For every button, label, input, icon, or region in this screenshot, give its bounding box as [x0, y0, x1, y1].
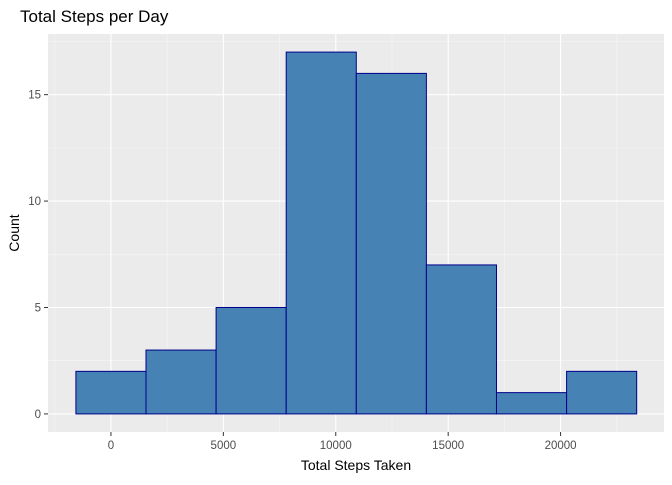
bars-group: [75, 51, 638, 415]
histogram-bar: [285, 51, 357, 415]
histogram-bar: [566, 370, 638, 415]
y-tick-label: 15: [28, 90, 41, 102]
histogram-bar: [355, 72, 427, 415]
y-tick-label: 10: [28, 196, 41, 208]
histogram-bar: [75, 370, 147, 415]
x-tick-label: 10000: [320, 440, 352, 452]
histogram-bar: [495, 392, 568, 415]
chart-title: Total Steps per Day: [20, 7, 169, 26]
histogram-bar: [215, 306, 287, 415]
x-tick-label: 20000: [545, 440, 577, 452]
y-tick-label: 0: [35, 409, 41, 421]
y-tick-label: 5: [35, 302, 41, 314]
histogram-bar: [425, 264, 497, 415]
x-axis-title: Total Steps Taken: [301, 457, 411, 473]
tick-labels-group: 0 5000 10000 15000 20000 0 5 10 15: [28, 90, 576, 452]
tick-marks: [44, 94, 562, 436]
x-tick-label: 15000: [432, 440, 464, 452]
y-axis-title: Count: [6, 214, 22, 251]
minor-gridlines: [48, 34, 664, 432]
x-tick-label: 5000: [211, 440, 237, 452]
histogram-bar: [145, 349, 217, 415]
x-tick-label: 0: [108, 440, 114, 452]
